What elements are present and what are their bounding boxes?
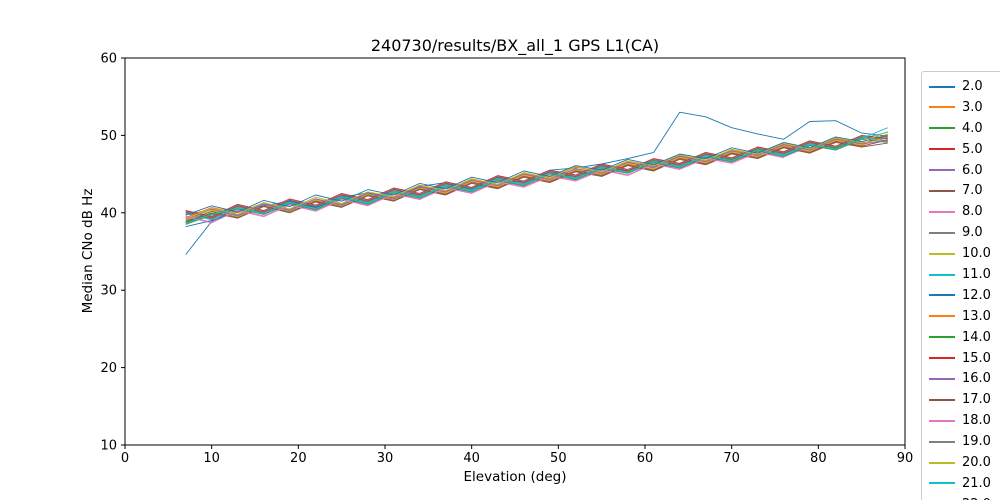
legend-item-14.0: 14.0 (929, 330, 1000, 345)
legend-color-line (929, 252, 955, 255)
legend-label: 9.0 (962, 225, 983, 241)
legend-color-line (929, 273, 955, 276)
x-axis-ticks: 0 10 20 30 40 50 60 70 80 90 (121, 445, 913, 466)
series-line-8.0 (185, 145, 810, 223)
legend-color-line (929, 357, 955, 360)
legend-item-22.0: 22.0 (929, 497, 1000, 500)
legend-label: 16.0 (962, 371, 991, 387)
y-tick-label: 30 (100, 284, 117, 299)
y-tick-label: 20 (100, 361, 117, 376)
legend-item-8.0: 8.0 (929, 204, 1000, 219)
x-tick-label: 50 (550, 451, 567, 466)
legend-label: 7.0 (962, 183, 983, 199)
legend-color-line (929, 106, 955, 109)
legend-label: 4.0 (962, 120, 983, 136)
legend-item-10.0: 10.0 (929, 246, 1000, 261)
legend-color-line (929, 461, 955, 464)
x-tick-label: 20 (290, 451, 307, 466)
legend-label: 6.0 (962, 162, 983, 178)
legend-label: 20.0 (962, 455, 991, 471)
y-tick-label: 40 (100, 206, 117, 221)
series-line-22.0 (185, 134, 888, 216)
legend-color-line (929, 169, 955, 172)
legend-item-17.0: 17.0 (929, 392, 1000, 407)
legend-label: 15.0 (962, 350, 991, 366)
legend-label: 14.0 (962, 329, 991, 345)
legend-color-line (929, 336, 955, 339)
x-axis-label: Elevation (deg) (463, 469, 567, 485)
legend-color-line (929, 440, 955, 443)
legend-color-line (929, 210, 955, 213)
legend-label: 11.0 (962, 267, 991, 283)
y-tick-label: 50 (100, 129, 117, 144)
legend-color-line (929, 127, 955, 130)
legend-label: 22.0 (962, 497, 991, 500)
legend-color-line (929, 294, 955, 297)
legend-item-20.0: 20.0 (929, 455, 1000, 470)
legend-color-line (929, 85, 955, 88)
legend-color-line (929, 231, 955, 234)
legend-item-21.0: 21.0 (929, 476, 1000, 491)
legend-item-15.0: 15.0 (929, 351, 1000, 366)
x-tick-label: 70 (723, 451, 740, 466)
legend-color-line (929, 315, 955, 318)
legend-label: 19.0 (962, 434, 991, 450)
legend: 2.0 3.0 4.0 5.0 6.0 7.0 8.0 9.0 10.0 11.0 12.0 13.0… (921, 71, 1000, 500)
legend-label: 5.0 (962, 141, 983, 157)
legend-color-line (929, 419, 955, 422)
x-tick-label: 30 (377, 451, 394, 466)
legend-color-line (929, 398, 955, 401)
legend-item-7.0: 7.0 (929, 183, 1000, 198)
legend-item-11.0: 11.0 (929, 267, 1000, 282)
y-tick-label: 10 (100, 439, 117, 454)
legend-color-line (929, 148, 955, 151)
legend-label: 13.0 (962, 308, 991, 324)
legend-item-13.0: 13.0 (929, 309, 1000, 324)
series-lines (185, 111, 888, 255)
legend-item-2.0: 2.0 (929, 79, 1000, 94)
axes-frame (124, 57, 906, 446)
legend-label: 3.0 (962, 99, 983, 115)
chart-title: 240730/results/BX_all_1 GPS L1(CA) (370, 36, 660, 55)
y-tick-label: 60 (100, 52, 117, 67)
series-line-18.0 (185, 151, 784, 224)
x-tick-label: 90 (897, 451, 914, 466)
x-tick-label: 80 (810, 451, 827, 466)
legend-item-16.0: 16.0 (929, 371, 1000, 386)
legend-label: 18.0 (962, 413, 991, 429)
legend-item-5.0: 5.0 (929, 142, 1000, 157)
series-line-21.0 (185, 127, 888, 225)
legend-item-4.0: 4.0 (929, 121, 1000, 136)
legend-item-3.0: 3.0 (929, 100, 1000, 115)
legend-color-line (929, 189, 955, 192)
legend-label: 21.0 (962, 475, 991, 491)
y-axis-ticks: 10 20 30 40 50 60 (100, 52, 125, 454)
legend-label: 12.0 (962, 287, 991, 303)
legend-label: 17.0 (962, 392, 991, 408)
legend-item-6.0: 6.0 (929, 163, 1000, 178)
x-tick-label: 0 (121, 451, 129, 466)
legend-item-12.0: 12.0 (929, 288, 1000, 303)
legend-label: 10.0 (962, 246, 991, 262)
x-tick-label: 40 (463, 451, 480, 466)
x-tick-label: 10 (203, 451, 220, 466)
legend-item-18.0: 18.0 (929, 413, 1000, 428)
x-tick-label: 60 (637, 451, 654, 466)
legend-color-line (929, 377, 955, 380)
series-line-20.0 (185, 131, 888, 220)
legend-color-line (929, 482, 955, 485)
legend-label: 8.0 (962, 204, 983, 220)
legend-item-19.0: 19.0 (929, 434, 1000, 449)
legend-label: 2.0 (962, 79, 983, 94)
legend-item-9.0: 9.0 (929, 225, 1000, 240)
